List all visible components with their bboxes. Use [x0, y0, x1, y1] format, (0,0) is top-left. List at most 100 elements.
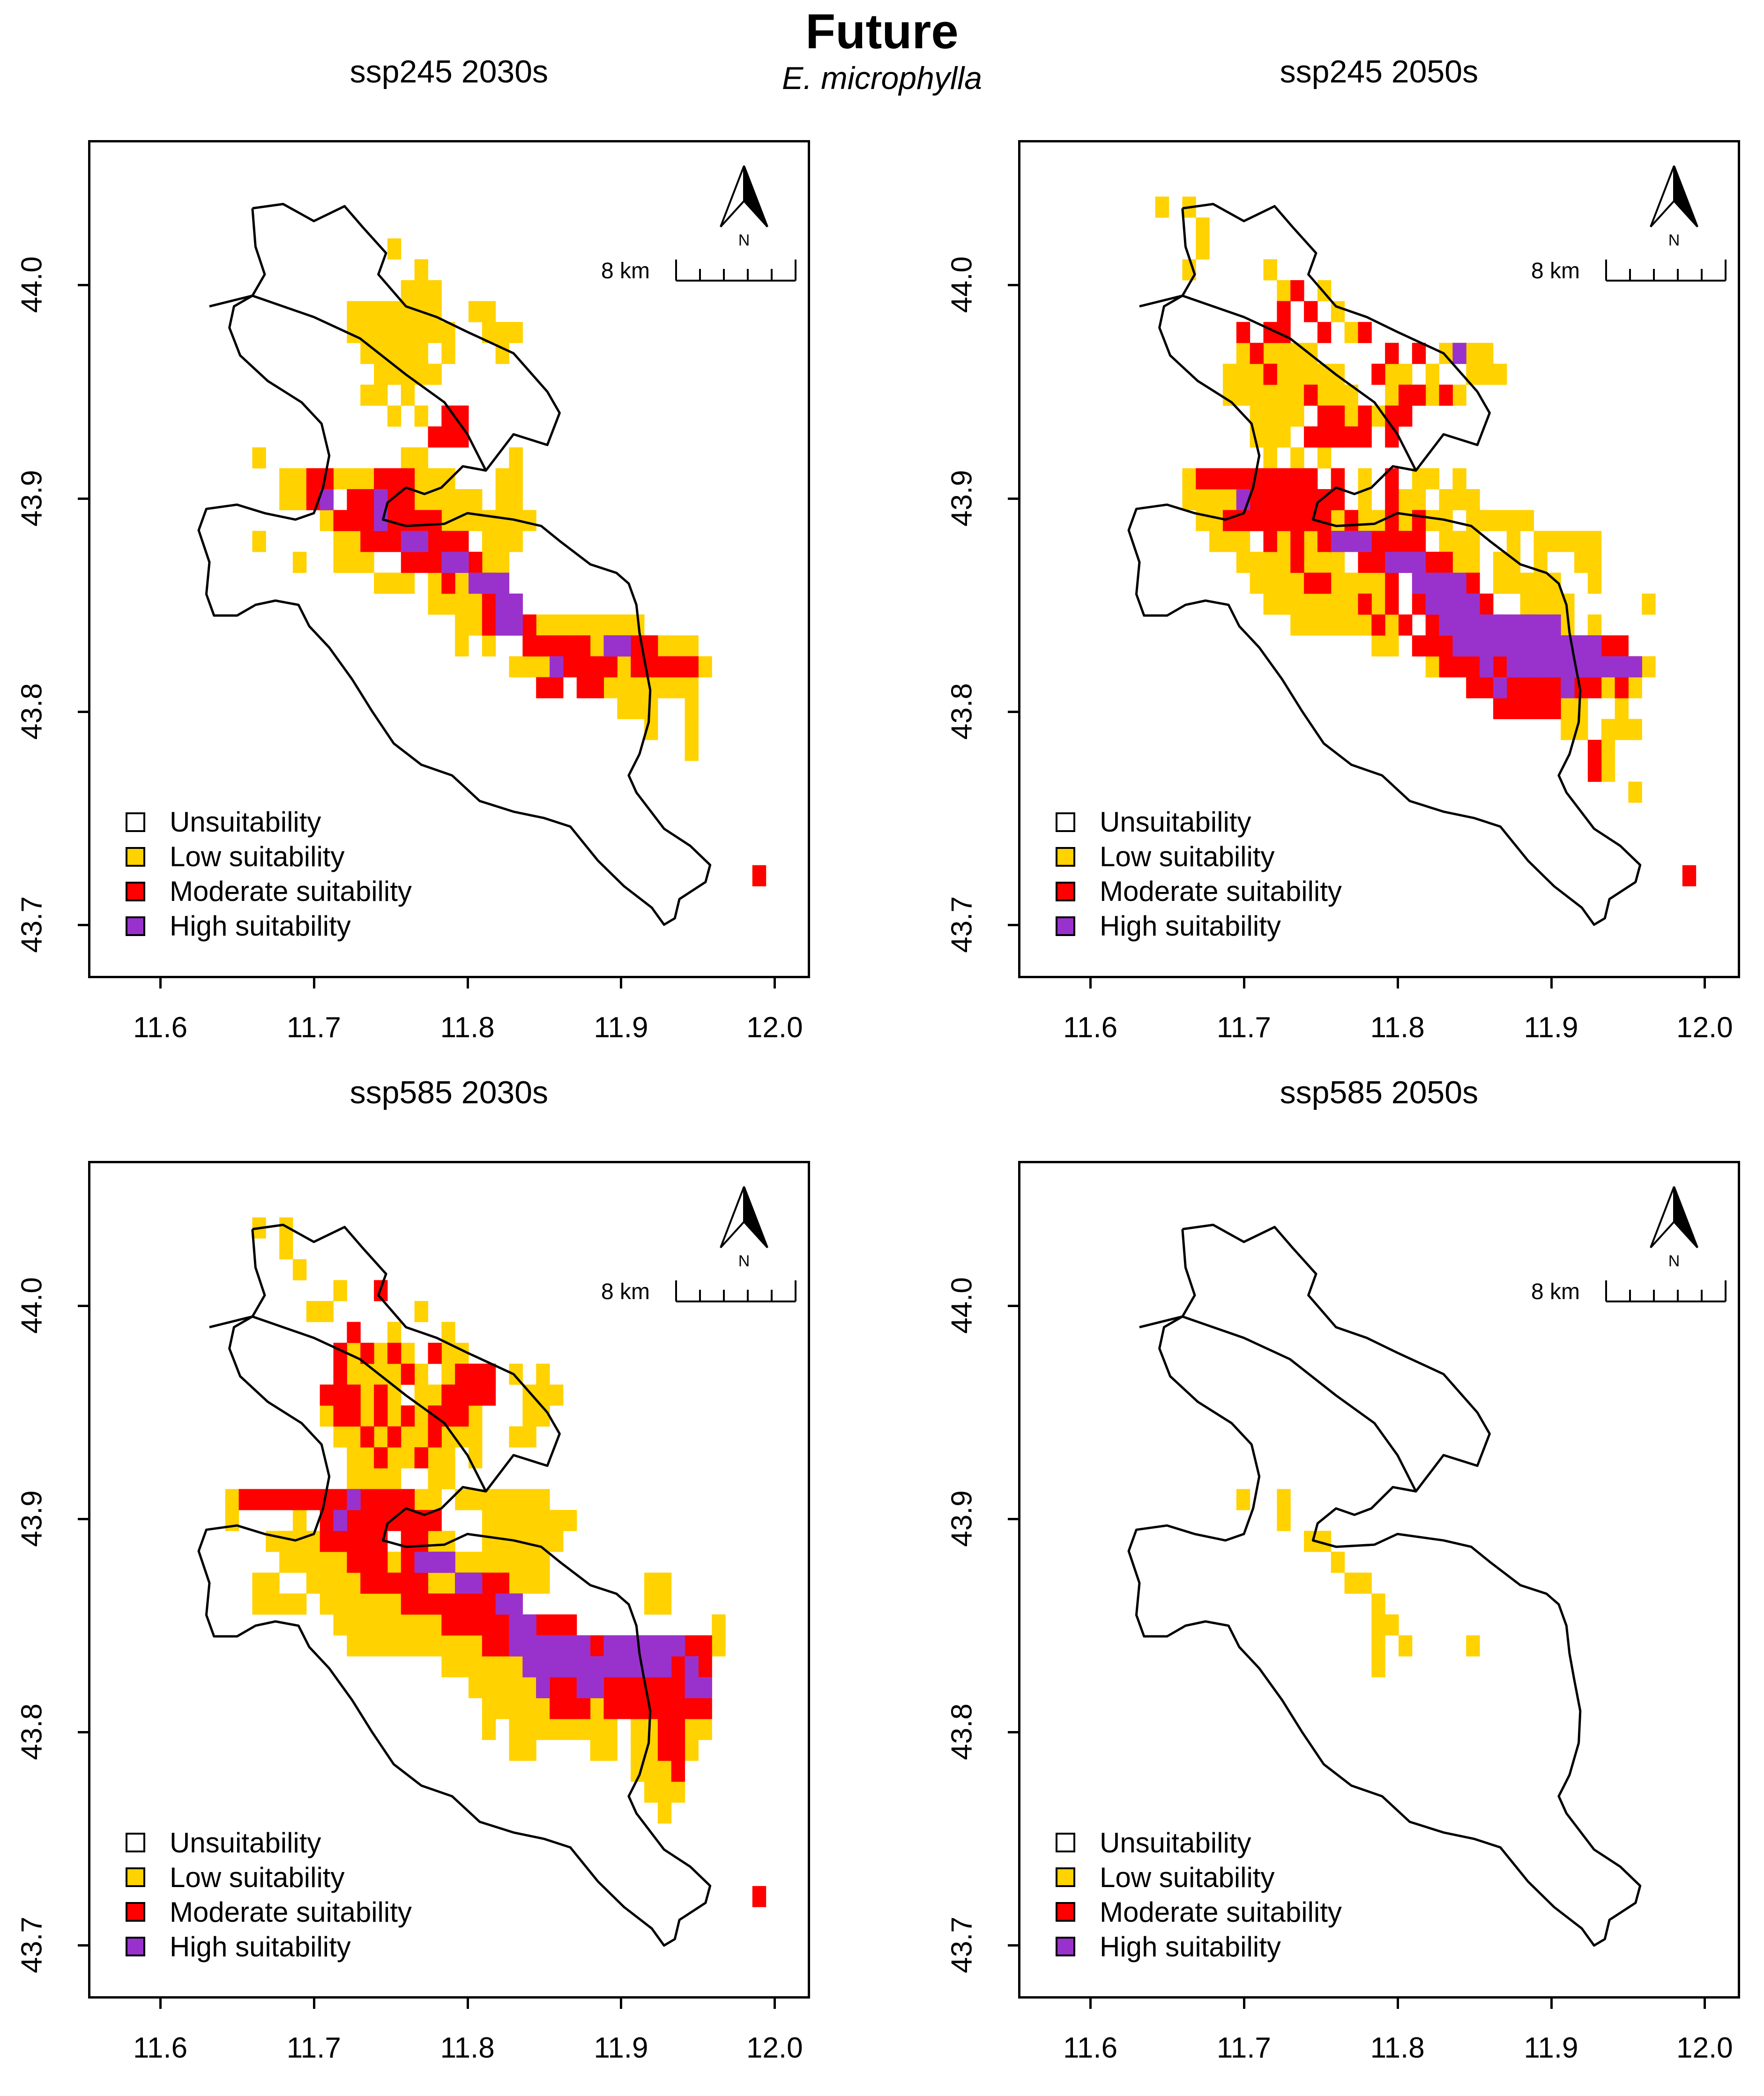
- suitability-cell-low: [1587, 551, 1602, 573]
- suitability-cell-high: [1493, 635, 1507, 657]
- suitability-cell-low: [1506, 510, 1521, 531]
- suitability-cell-low: [1642, 656, 1656, 677]
- legend-swatch: [1055, 1833, 1075, 1853]
- suitability-cell-moderate: [522, 614, 536, 636]
- suitability-cell-high: [1466, 594, 1480, 615]
- suitability-cell-low: [1196, 238, 1210, 260]
- suitability-cell-moderate: [333, 1384, 347, 1406]
- suitability-cell-low: [1371, 1614, 1385, 1635]
- suitability-cell-moderate: [1277, 489, 1291, 511]
- suitability-cell-high: [657, 1656, 672, 1677]
- suitability-cell-moderate: [1331, 426, 1345, 448]
- suitability-cell-moderate: [1371, 551, 1385, 573]
- suitability-cell-low: [1385, 1614, 1399, 1635]
- suitability-cell-low: [279, 1531, 293, 1552]
- suitability-cell-low: [374, 1342, 388, 1364]
- x-tick-mark: [1550, 1999, 1553, 2009]
- suitability-cell-moderate: [1398, 385, 1413, 406]
- suitability-cell-moderate: [1263, 510, 1277, 531]
- suitability-cell-low: [414, 405, 428, 427]
- suitability-cell-high: [685, 1677, 699, 1698]
- suitability-cell-low: [292, 551, 307, 573]
- suitability-cell-high: [1520, 656, 1534, 677]
- suitability-cell-high: [1506, 656, 1521, 677]
- suitability-cell-low: [1277, 385, 1291, 406]
- suitability-cell-low: [563, 1509, 577, 1531]
- suitability-cell-low: [1371, 1656, 1385, 1677]
- suitability-cell-low: [374, 1593, 388, 1615]
- suitability-cell-low: [1277, 572, 1291, 594]
- suitability-cell-low: [685, 740, 699, 761]
- suitability-cell-moderate: [455, 1363, 469, 1385]
- suitability-cell-high: [1587, 635, 1602, 657]
- suitability-cell-low: [522, 1718, 536, 1740]
- legend-label: Low suitability: [1099, 841, 1275, 873]
- suitability-cell-low: [617, 656, 631, 677]
- suitability-cell-low: [1331, 1551, 1345, 1573]
- suitability-cell-high: [482, 572, 496, 594]
- suitability-cell-low: [414, 1489, 428, 1510]
- suitability-cell-low: [387, 1447, 402, 1469]
- suitability-cell-high: [685, 1656, 699, 1677]
- suitability-cell-moderate: [414, 1593, 428, 1615]
- suitability-cell-low: [509, 468, 523, 490]
- suitability-cell-low: [347, 531, 361, 552]
- suitability-cell-high: [1412, 572, 1426, 594]
- suitability-cell-moderate: [563, 1698, 577, 1719]
- north-label: N: [1668, 1252, 1680, 1270]
- legend-label: High suitability: [169, 910, 351, 942]
- suitability-cell-low: [266, 1593, 280, 1615]
- legend-label: Low suitability: [169, 1861, 345, 1893]
- suitability-cell-moderate: [1466, 656, 1480, 677]
- legend-item: Unsuitability: [125, 1825, 321, 1860]
- suitability-cell-moderate: [617, 1677, 631, 1698]
- suitability-cell-low: [455, 572, 469, 594]
- suitability-cell-moderate: [536, 1614, 550, 1635]
- suitability-cell-moderate: [550, 1614, 564, 1635]
- y-tick-label: 43.7: [945, 896, 978, 953]
- suitability-cell-low: [509, 1698, 523, 1719]
- x-tick-label: 11.6: [133, 2032, 188, 2065]
- legend-item: Moderate suitability: [1055, 1895, 1342, 1929]
- suitability-cell-moderate: [401, 1363, 415, 1385]
- suitability-cell-high: [644, 1635, 658, 1657]
- suitability-cell-moderate: [1209, 468, 1223, 490]
- x-tick-mark: [1243, 1999, 1245, 2009]
- y-tick-label: 43.8: [945, 1703, 978, 1761]
- suitability-cell-high: [522, 1635, 536, 1657]
- suitability-cell-low: [1587, 572, 1602, 594]
- suitability-cell-low: [1331, 594, 1345, 615]
- suitability-cell-low: [414, 280, 428, 302]
- suitability-cell-low: [1182, 468, 1196, 490]
- suitability-cell-low: [468, 1426, 483, 1448]
- suitability-cell-low: [1209, 531, 1223, 552]
- suitability-cell-low: [360, 1384, 374, 1406]
- suitability-cell-low: [522, 1551, 536, 1573]
- suitability-cell-moderate: [347, 1384, 361, 1406]
- suitability-cell-moderate: [347, 1322, 361, 1343]
- suitability-cell-moderate: [360, 1551, 374, 1573]
- suitability-cell-high: [401, 531, 415, 552]
- suitability-cell-low: [360, 1593, 374, 1615]
- suitability-cell-moderate: [441, 426, 455, 448]
- suitability-cell-low: [468, 1635, 483, 1657]
- suitability-cell-low: [550, 1509, 564, 1531]
- suitability-cell-low: [1182, 489, 1196, 511]
- x-tick-mark: [159, 978, 162, 989]
- suitability-cell-low: [1290, 594, 1304, 615]
- suitability-cell-low: [1561, 698, 1575, 720]
- y-tick-mark: [77, 1305, 88, 1308]
- suitability-cell-low: [576, 614, 591, 636]
- suitability-cell-high: [509, 1635, 523, 1657]
- suitability-cell-high: [1533, 635, 1548, 657]
- figure-subtitle: E. microphylla: [782, 60, 982, 96]
- suitability-cell-low: [1358, 468, 1372, 490]
- suitability-cell-low: [644, 1718, 658, 1740]
- y-tick-label: 43.7: [15, 1917, 48, 1974]
- suitability-cell-low: [590, 614, 604, 636]
- suitability-cell-low: [495, 551, 510, 573]
- suitability-cell-moderate: [1196, 468, 1210, 490]
- suitability-cell-moderate: [252, 1489, 266, 1510]
- suitability-cell-low: [401, 322, 415, 343]
